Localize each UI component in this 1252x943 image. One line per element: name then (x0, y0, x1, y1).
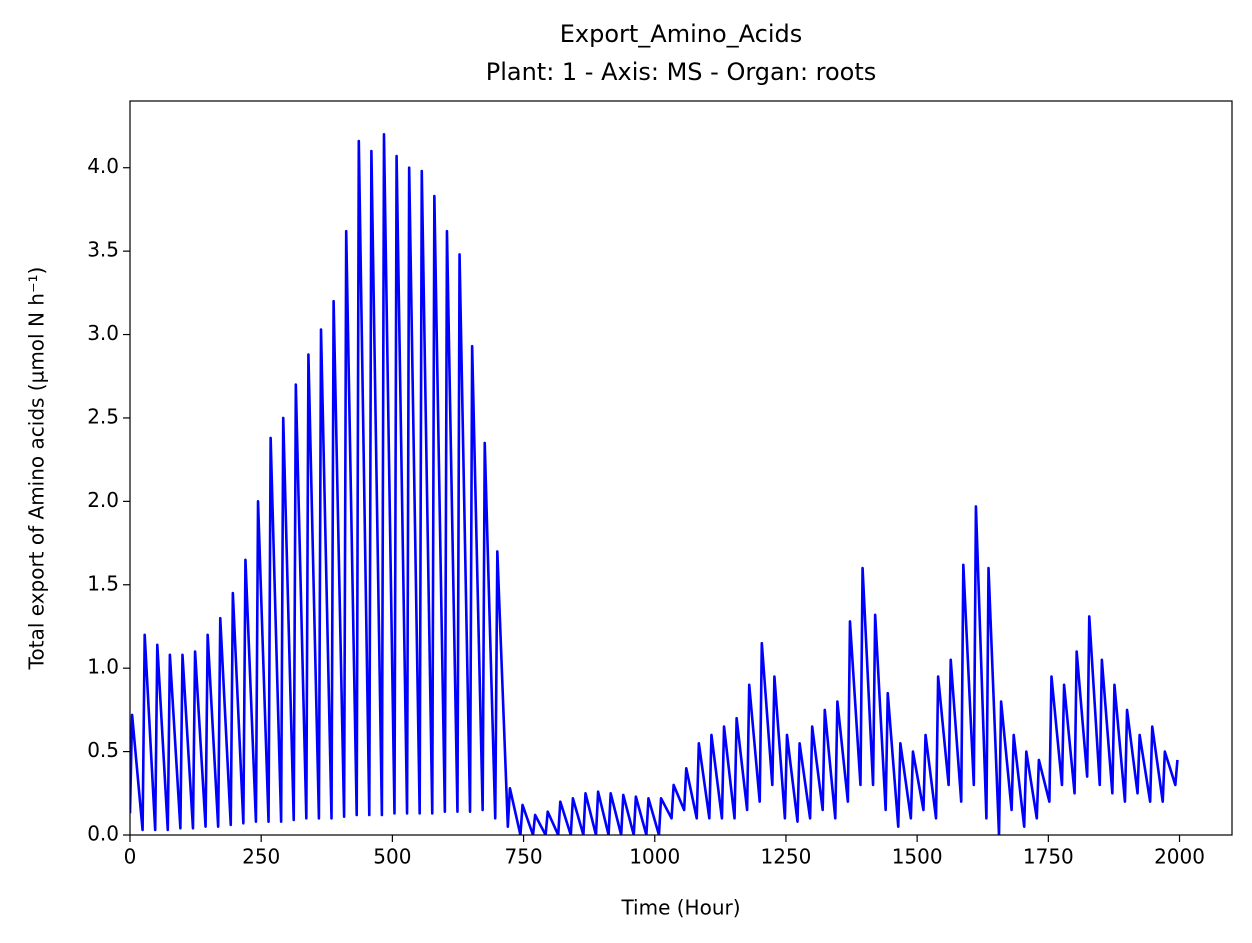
y-axis-label: Total export of Amino acids (µmol N h⁻¹) (25, 267, 49, 671)
y-tick-label: 1.5 (87, 571, 119, 595)
x-tick-label: 500 (373, 845, 411, 869)
x-axis-label: Time (Hour) (620, 896, 740, 920)
data-line (130, 133, 1179, 835)
y-tick-label: 2.5 (87, 404, 119, 428)
y-tick-label: 3.0 (87, 321, 119, 345)
chart-title: Export_Amino_Acids (560, 20, 803, 48)
y-tick-label: 1.0 (87, 655, 119, 679)
chart-subtitle: Plant: 1 - Axis: MS - Organ: roots (486, 58, 877, 86)
x-tick-label: 750 (504, 845, 542, 869)
plot-frame (129, 100, 1233, 836)
x-tick-label: 2000 (1154, 845, 1205, 869)
y-tick-label: 0.0 (87, 822, 119, 846)
x-tick-label: 0 (124, 845, 137, 869)
x-tick-label: 250 (242, 845, 280, 869)
x-tick-label: 1500 (892, 845, 943, 869)
x-tick-label: 1750 (1023, 845, 1074, 869)
y-tick-label: 0.5 (87, 738, 119, 762)
x-tick-label: 1250 (760, 845, 811, 869)
y-tick-label: 4.0 (87, 154, 119, 178)
x-tick-label: 1000 (629, 845, 680, 869)
y-tick-label: 2.0 (87, 488, 119, 512)
y-tick-label: 3.5 (87, 238, 119, 262)
